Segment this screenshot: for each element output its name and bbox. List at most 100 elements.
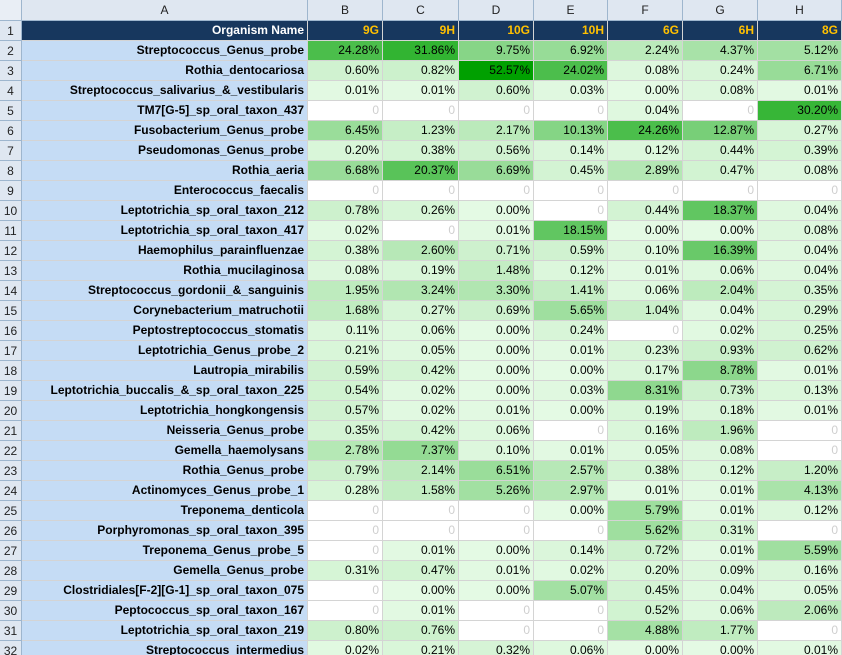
value-cell[interactable]: 0.01% (459, 401, 534, 421)
value-cell[interactable]: 2.97% (534, 481, 608, 501)
value-cell[interactable]: 0.00% (534, 401, 608, 421)
value-cell[interactable]: 0.59% (534, 241, 608, 261)
header-sample-10g[interactable]: 10G (459, 21, 534, 41)
value-cell[interactable]: 0 (534, 521, 608, 541)
organism-name-cell[interactable]: Corynebacterium_matruchotii (22, 301, 308, 321)
value-cell[interactable]: 0.10% (459, 441, 534, 461)
value-cell[interactable]: 0.02% (534, 561, 608, 581)
value-cell[interactable]: 0.72% (608, 541, 683, 561)
organism-name-cell[interactable]: Leptotrichia_sp_oral_taxon_219 (22, 621, 308, 641)
value-cell[interactable]: 0.05% (608, 441, 683, 461)
column-header-h[interactable]: H (758, 0, 842, 21)
row-number[interactable]: 2 (0, 41, 22, 61)
value-cell[interactable]: 16.39% (683, 241, 758, 261)
organism-name-cell[interactable]: Gemella_Genus_probe (22, 561, 308, 581)
organism-name-cell[interactable]: Leptotrichia_sp_oral_taxon_417 (22, 221, 308, 241)
organism-name-cell[interactable]: Leptotrichia_buccalis_&_sp_oral_taxon_22… (22, 381, 308, 401)
row-number[interactable]: 22 (0, 441, 22, 461)
value-cell[interactable]: 0.60% (459, 81, 534, 101)
value-cell[interactable]: 5.79% (608, 501, 683, 521)
value-cell[interactable]: 0.01% (758, 641, 842, 655)
organism-name-cell[interactable]: Treponema_denticola (22, 501, 308, 521)
value-cell[interactable]: 0.01% (758, 401, 842, 421)
value-cell[interactable]: 0.00% (383, 581, 459, 601)
value-cell[interactable]: 0.18% (683, 401, 758, 421)
value-cell[interactable]: 0 (459, 521, 534, 541)
column-header-a[interactable]: A (22, 0, 308, 21)
value-cell[interactable]: 1.95% (308, 281, 383, 301)
value-cell[interactable]: 0 (383, 181, 459, 201)
value-cell[interactable]: 0 (459, 501, 534, 521)
value-cell[interactable]: 0.02% (383, 401, 459, 421)
value-cell[interactable]: 0 (308, 521, 383, 541)
value-cell[interactable]: 0.05% (758, 581, 842, 601)
row-number[interactable]: 23 (0, 461, 22, 481)
value-cell[interactable]: 1.20% (758, 461, 842, 481)
value-cell[interactable]: 0 (534, 181, 608, 201)
value-cell[interactable]: 4.13% (758, 481, 842, 501)
value-cell[interactable]: 0.38% (308, 241, 383, 261)
value-cell[interactable]: 0.56% (459, 141, 534, 161)
value-cell[interactable]: 0 (534, 621, 608, 641)
row-number[interactable]: 28 (0, 561, 22, 581)
value-cell[interactable]: 0 (459, 601, 534, 621)
organism-name-cell[interactable]: Peptococcus_sp_oral_taxon_167 (22, 601, 308, 621)
value-cell[interactable]: 0 (459, 621, 534, 641)
value-cell[interactable]: 0.08% (683, 81, 758, 101)
value-cell[interactable]: 0.01% (459, 221, 534, 241)
value-cell[interactable]: 0.02% (383, 381, 459, 401)
organism-name-cell[interactable]: Streptococcus_salivarius_&_vestibularis (22, 81, 308, 101)
value-cell[interactable]: 0.08% (308, 261, 383, 281)
row-number[interactable]: 16 (0, 321, 22, 341)
value-cell[interactable]: 2.14% (383, 461, 459, 481)
value-cell[interactable]: 0.24% (534, 321, 608, 341)
value-cell[interactable]: 0.00% (459, 581, 534, 601)
row-number[interactable]: 11 (0, 221, 22, 241)
row-number[interactable]: 8 (0, 161, 22, 181)
value-cell[interactable]: 0 (758, 181, 842, 201)
value-cell[interactable]: 0.14% (534, 141, 608, 161)
value-cell[interactable]: 0 (608, 321, 683, 341)
column-header-e[interactable]: E (534, 0, 608, 21)
value-cell[interactable]: 0 (758, 521, 842, 541)
value-cell[interactable]: 0.09% (683, 561, 758, 581)
value-cell[interactable]: 0.00% (459, 321, 534, 341)
value-cell[interactable]: 0 (534, 201, 608, 221)
value-cell[interactable]: 24.28% (308, 41, 383, 61)
value-cell[interactable]: 0 (683, 101, 758, 121)
value-cell[interactable]: 5.59% (758, 541, 842, 561)
column-header-d[interactable]: D (459, 0, 534, 21)
value-cell[interactable]: 18.37% (683, 201, 758, 221)
value-cell[interactable]: 0 (459, 181, 534, 201)
value-cell[interactable]: 0.00% (459, 541, 534, 561)
value-cell[interactable]: 0.35% (758, 281, 842, 301)
row-number[interactable]: 27 (0, 541, 22, 561)
value-cell[interactable]: 0.42% (383, 361, 459, 381)
value-cell[interactable]: 1.96% (683, 421, 758, 441)
value-cell[interactable]: 24.26% (608, 121, 683, 141)
value-cell[interactable]: 0 (534, 101, 608, 121)
organism-name-cell[interactable]: Pseudomonas_Genus_probe (22, 141, 308, 161)
value-cell[interactable]: 0 (758, 421, 842, 441)
value-cell[interactable]: 5.07% (534, 581, 608, 601)
value-cell[interactable]: 0.38% (383, 141, 459, 161)
value-cell[interactable]: 5.62% (608, 521, 683, 541)
value-cell[interactable]: 0.93% (683, 341, 758, 361)
value-cell[interactable]: 2.04% (683, 281, 758, 301)
value-cell[interactable]: 1.58% (383, 481, 459, 501)
row-number[interactable]: 19 (0, 381, 22, 401)
value-cell[interactable]: 0.08% (758, 221, 842, 241)
value-cell[interactable]: 0.01% (308, 81, 383, 101)
row-number[interactable]: 6 (0, 121, 22, 141)
value-cell[interactable]: 0 (308, 581, 383, 601)
organism-name-cell[interactable]: Porphyromonas_sp_oral_taxon_395 (22, 521, 308, 541)
value-cell[interactable]: 6.45% (308, 121, 383, 141)
organism-name-cell[interactable]: Clostridiales[F-2][G-1]_sp_oral_taxon_07… (22, 581, 308, 601)
value-cell[interactable]: 0.78% (308, 201, 383, 221)
row-number[interactable]: 20 (0, 401, 22, 421)
organism-name-cell[interactable]: Leptotrichia_hongkongensis (22, 401, 308, 421)
header-sample-9h[interactable]: 9H (383, 21, 459, 41)
value-cell[interactable]: 0 (534, 601, 608, 621)
value-cell[interactable]: 24.02% (534, 61, 608, 81)
